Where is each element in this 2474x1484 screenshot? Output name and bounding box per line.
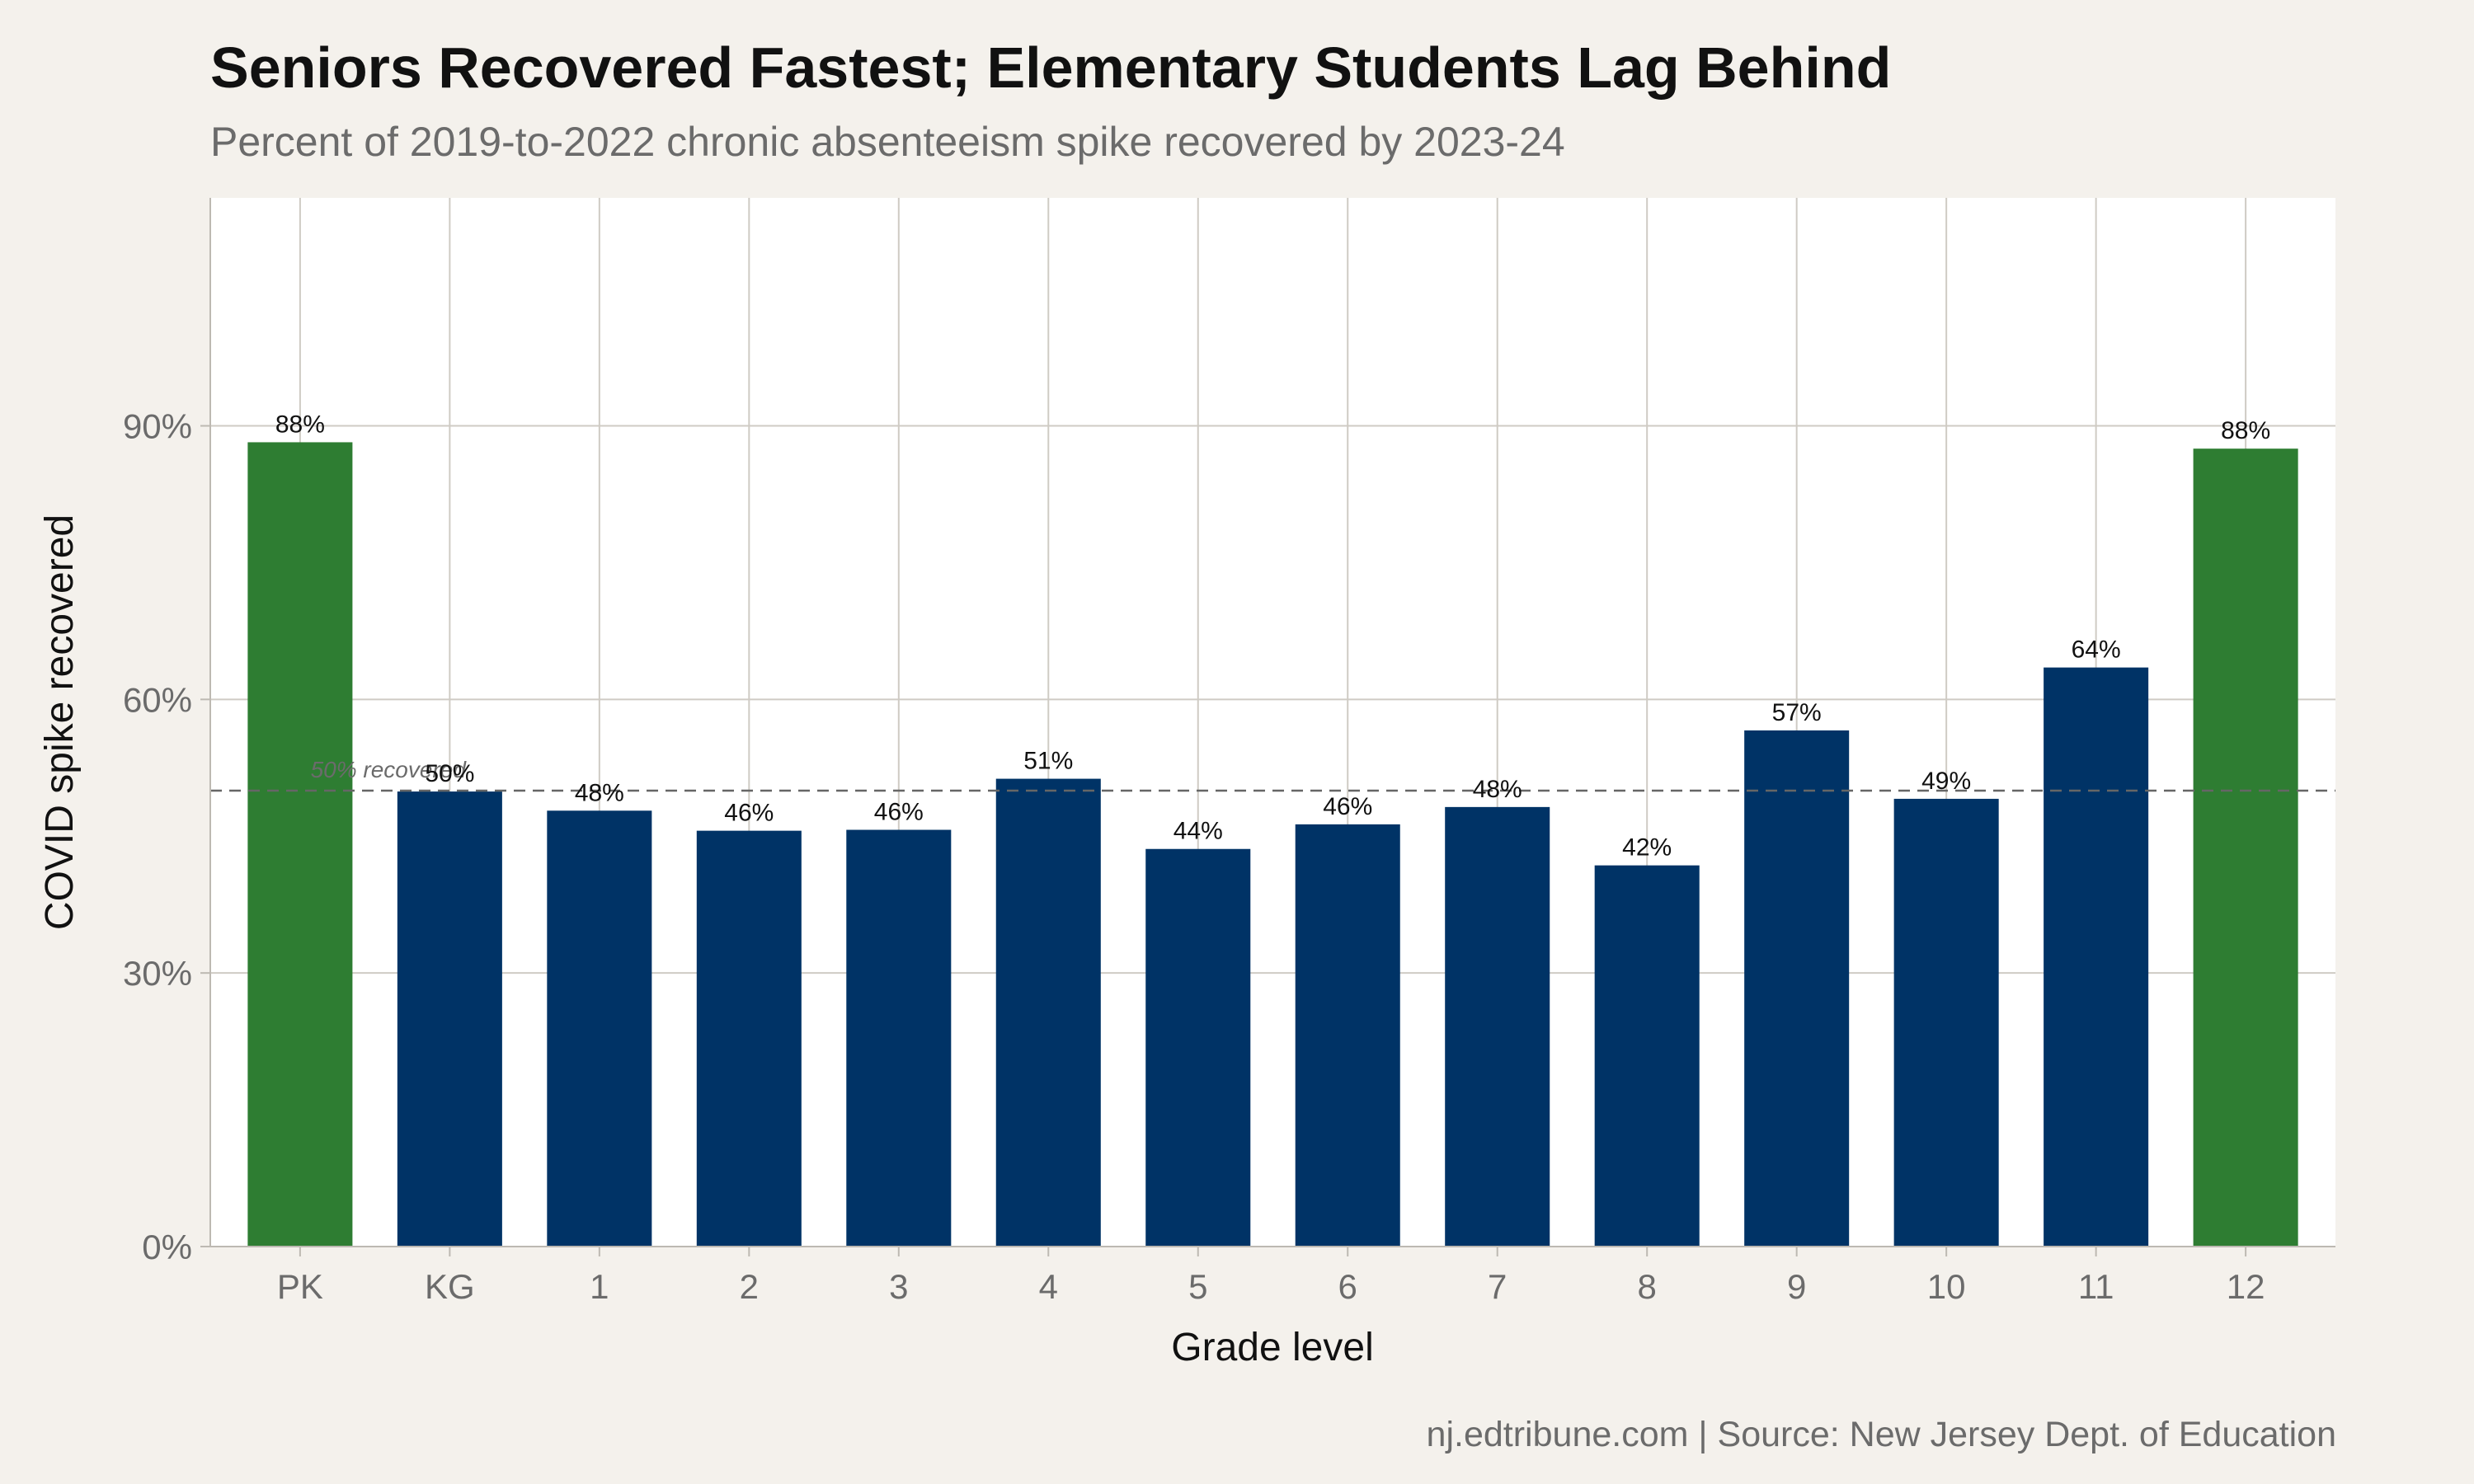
bar-10 (1893, 798, 1999, 1247)
bar-kg (397, 791, 502, 1247)
bar-12 (2193, 448, 2298, 1247)
data-label-2: 46% (724, 800, 774, 827)
x-tick-label-7: 7 (1488, 1267, 1507, 1306)
x-tick-label-12: 12 (2227, 1267, 2265, 1306)
x-tick-label-8: 8 (1638, 1267, 1657, 1306)
reference-line-label: 50% recovered (311, 757, 468, 782)
x-tick-label-kg: KG (425, 1267, 475, 1306)
data-label-9: 57% (1772, 699, 1822, 726)
y-tick-label: 0% (142, 1228, 192, 1266)
data-label-1: 48% (575, 779, 624, 806)
x-tick-label-2: 2 (740, 1267, 759, 1306)
data-label-3: 46% (874, 799, 924, 826)
x-tick-label-6: 6 (1338, 1267, 1357, 1306)
y-tick-label: 30% (123, 954, 192, 993)
chart-caption: nj.edtribune.com | Source: New Jersey De… (1426, 1415, 2336, 1454)
bar-pk (247, 442, 353, 1247)
bar-5 (1145, 848, 1251, 1247)
bar-6 (1295, 824, 1400, 1247)
data-label-10: 49% (1921, 768, 1971, 795)
y-tick-label: 90% (123, 407, 192, 446)
reference-line-group: 50% recovered (210, 757, 2335, 792)
bar-9 (1744, 730, 1850, 1247)
data-labels: 88% 50% 48% 46% 46% 51% 44% 46% 48% 42% 57% 49% 64% 8… (275, 411, 2270, 861)
chart-subtitle: Percent of 2019-to-2022 chronic absentee… (210, 119, 1565, 165)
bar-2 (696, 830, 802, 1247)
bar-4 (995, 778, 1101, 1247)
data-label-8: 42% (1622, 834, 1672, 862)
data-label-pk: 88% (275, 411, 325, 438)
bar-3 (846, 829, 952, 1247)
x-tick-label-pk: PK (277, 1267, 323, 1306)
chart-title: Seniors Recovered Fastest; Elementary St… (210, 35, 1892, 100)
bar-1 (547, 810, 652, 1247)
y-axis-title: COVID spike recovered (38, 514, 82, 930)
data-label-7: 48% (1473, 776, 1522, 803)
plot-panel (210, 198, 2335, 1247)
x-tick-label-4: 4 (1039, 1267, 1058, 1306)
data-label-4: 51% (1023, 748, 1073, 775)
x-tick-label-11: 11 (2078, 1267, 2114, 1306)
x-tick-label-1: 1 (590, 1267, 609, 1306)
x-tick-label-9: 9 (1787, 1267, 1806, 1306)
x-tick-label-5: 5 (1188, 1267, 1207, 1306)
x-tick-label-3: 3 (889, 1267, 908, 1306)
data-label-6: 46% (1323, 793, 1372, 820)
x-tick-label-10: 10 (1927, 1267, 1966, 1306)
data-label-12: 88% (2221, 417, 2270, 444)
bar-8 (1594, 865, 1700, 1247)
bars (247, 442, 2298, 1247)
x-axis-title: Grade level (1171, 1326, 1373, 1369)
data-label-5: 44% (1174, 818, 1223, 845)
data-label-kg: 50% (425, 760, 474, 787)
bar-7 (1445, 806, 1550, 1247)
axes: 0%30%60%90%PK KG 1 2 3 4 5 6 7 8 9 10 11 12 (123, 198, 2335, 1306)
bar-11 (2044, 667, 2149, 1247)
data-label-11: 64% (2072, 636, 2121, 664)
y-tick-label: 60% (123, 680, 192, 719)
